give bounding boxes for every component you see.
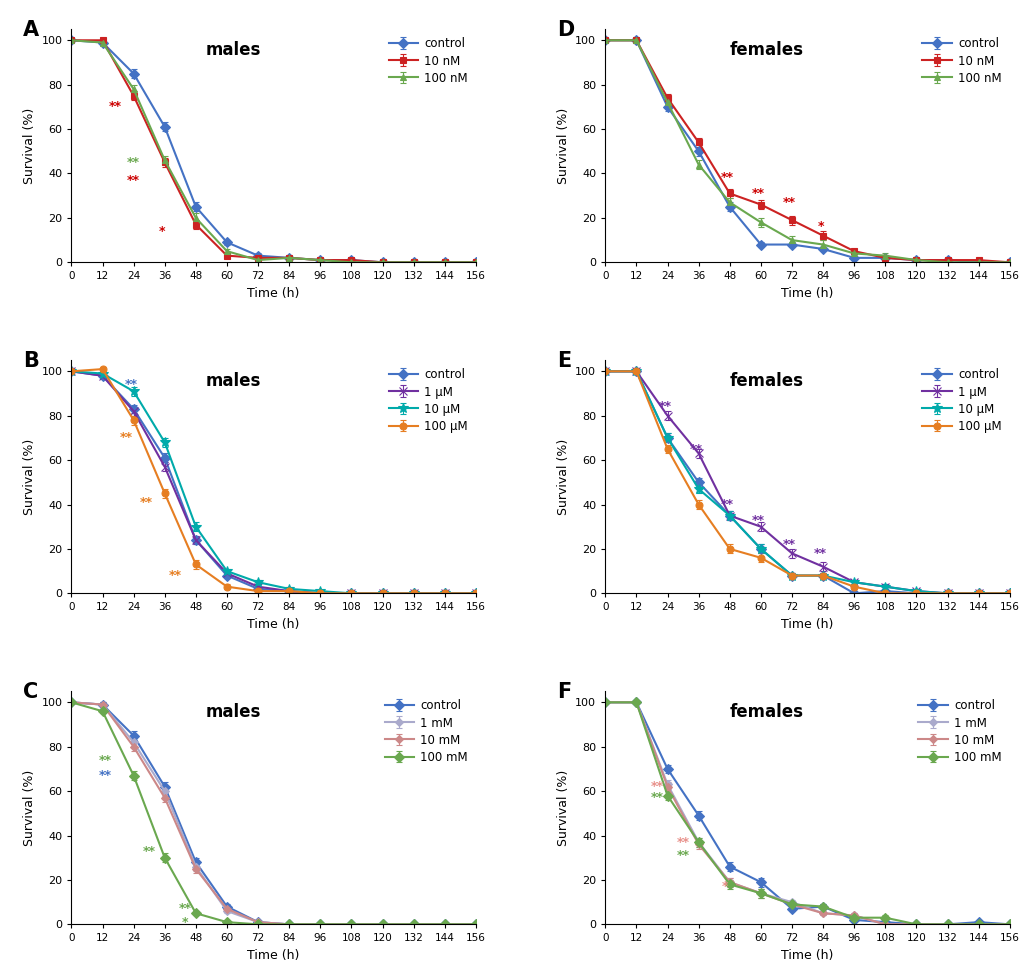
- Text: **: **: [676, 836, 689, 848]
- Text: **: **: [783, 196, 795, 209]
- Text: **: **: [99, 753, 111, 767]
- Text: **: **: [124, 378, 138, 391]
- Text: **: **: [783, 538, 795, 551]
- Y-axis label: Survival (%): Survival (%): [556, 108, 570, 184]
- Text: A: A: [22, 19, 39, 40]
- Text: **: **: [813, 547, 826, 559]
- Text: **: **: [127, 173, 140, 187]
- X-axis label: Time (h): Time (h): [781, 949, 833, 962]
- Text: **: **: [658, 400, 671, 414]
- Text: D: D: [556, 19, 574, 40]
- X-axis label: Time (h): Time (h): [781, 287, 833, 300]
- X-axis label: Time (h): Time (h): [248, 618, 300, 631]
- Text: F: F: [556, 682, 571, 702]
- Text: **: **: [720, 171, 733, 185]
- Text: **: **: [751, 514, 764, 526]
- Text: **: **: [119, 431, 132, 445]
- Text: *: *: [159, 225, 165, 237]
- X-axis label: Time (h): Time (h): [248, 287, 300, 300]
- Text: males: males: [205, 41, 261, 58]
- Y-axis label: Survival (%): Survival (%): [556, 770, 570, 846]
- Text: females: females: [730, 703, 803, 721]
- Text: **: **: [689, 443, 702, 455]
- Text: **: **: [650, 791, 663, 805]
- Text: C: C: [22, 682, 38, 702]
- Legend: control, 1 μM, 10 μM, 100 μM: control, 1 μM, 10 μM, 100 μM: [919, 366, 1003, 435]
- Y-axis label: Survival (%): Survival (%): [22, 108, 36, 184]
- Text: **: **: [99, 769, 111, 782]
- Text: **: **: [751, 187, 764, 200]
- X-axis label: Time (h): Time (h): [781, 618, 833, 631]
- Text: **: **: [127, 156, 140, 169]
- Text: B: B: [22, 351, 39, 371]
- Text: females: females: [730, 372, 803, 390]
- Y-axis label: Survival (%): Survival (%): [22, 439, 36, 515]
- Text: E: E: [556, 351, 571, 371]
- Text: *: *: [816, 220, 823, 234]
- Text: **: **: [178, 902, 192, 916]
- Text: **: **: [676, 849, 689, 862]
- Y-axis label: Survival (%): Survival (%): [556, 439, 570, 515]
- Text: **: **: [650, 780, 663, 793]
- Text: **: **: [720, 498, 733, 511]
- Text: **: **: [109, 100, 122, 114]
- Legend: control, 10 nM, 100 nM: control, 10 nM, 100 nM: [919, 35, 1003, 87]
- Text: females: females: [730, 41, 803, 58]
- Text: **: **: [168, 569, 181, 582]
- Y-axis label: Survival (%): Survival (%): [22, 770, 36, 846]
- Legend: control, 1 mM, 10 mM, 100 mM: control, 1 mM, 10 mM, 100 mM: [382, 697, 470, 767]
- Text: males: males: [205, 372, 261, 390]
- Legend: control, 1 mM, 10 mM, 100 mM: control, 1 mM, 10 mM, 100 mM: [915, 697, 1003, 767]
- X-axis label: Time (h): Time (h): [248, 949, 300, 962]
- Legend: control, 10 nM, 100 nM: control, 10 nM, 100 nM: [386, 35, 470, 87]
- Text: **: **: [140, 496, 153, 509]
- Legend: control, 1 μM, 10 μM, 100 μM: control, 1 μM, 10 μM, 100 μM: [386, 366, 470, 435]
- Text: males: males: [205, 703, 261, 721]
- Text: **: **: [143, 845, 156, 857]
- Text: *: *: [720, 881, 728, 893]
- Text: *: *: [182, 916, 189, 928]
